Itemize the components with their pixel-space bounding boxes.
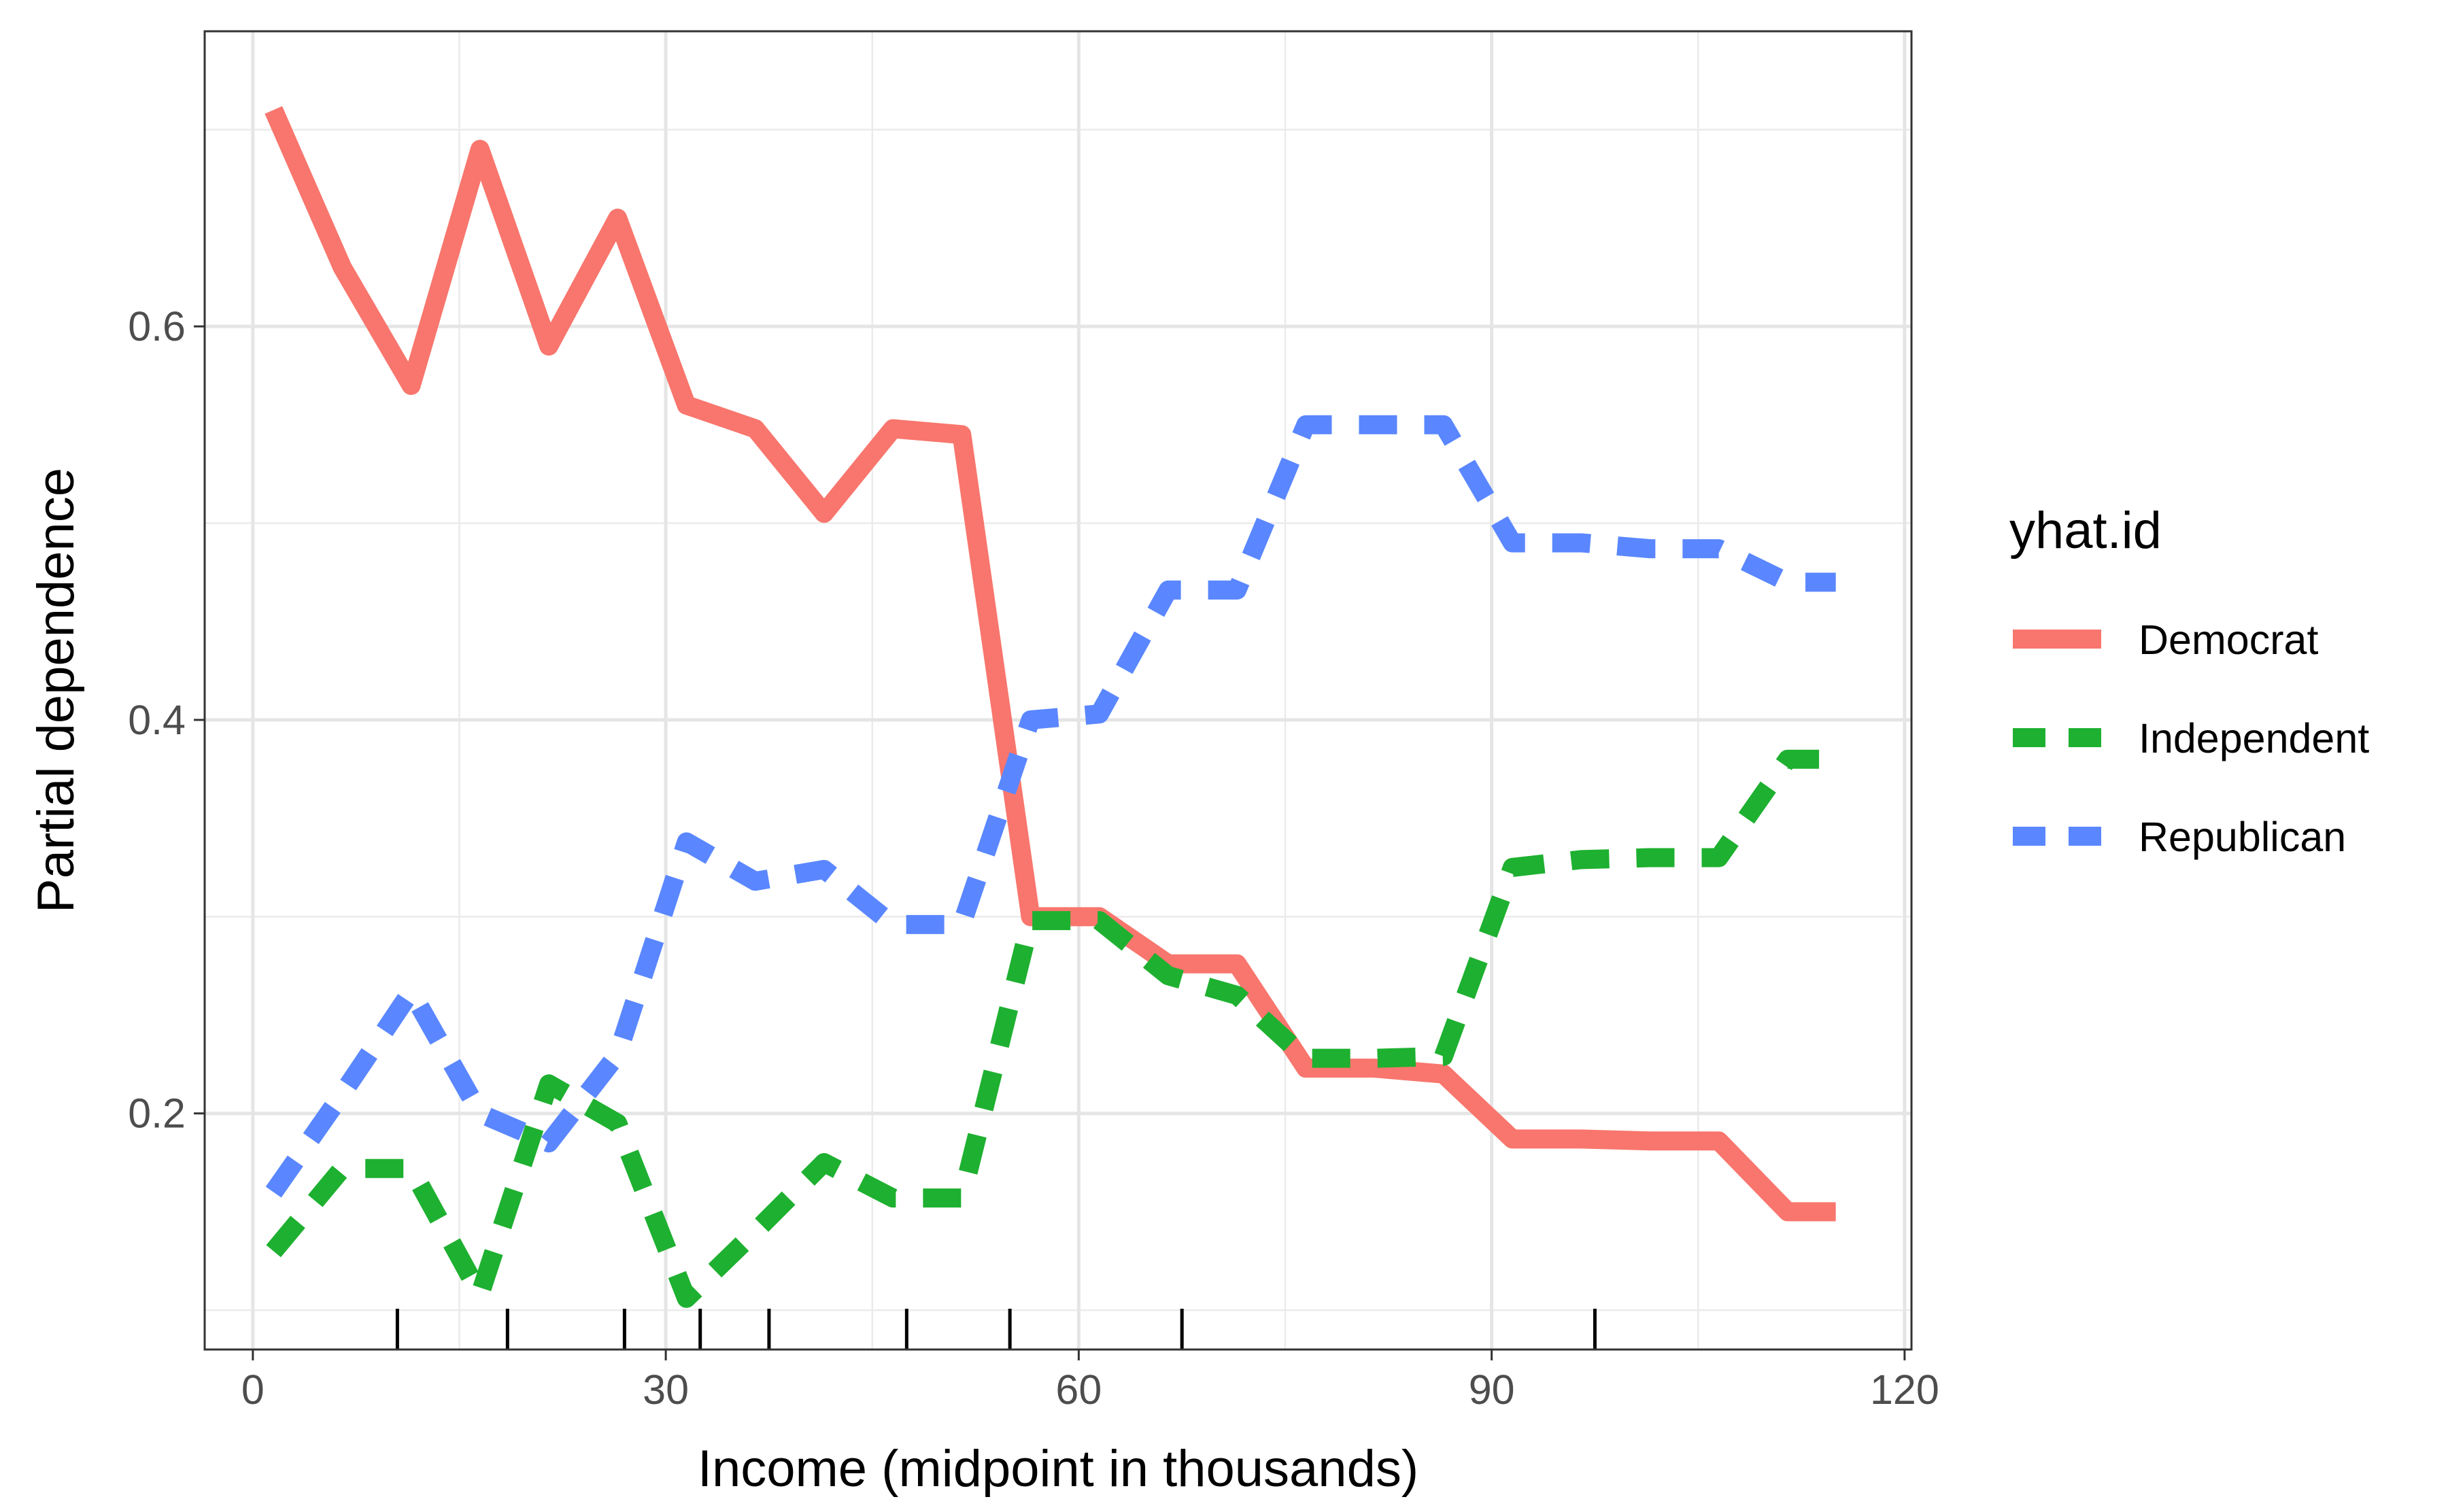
- legend-label-republican: Republican: [2139, 814, 2346, 860]
- x-tick-label: 0: [241, 1367, 265, 1413]
- legend: yhat.id Democrat Independent Republican: [2009, 502, 2369, 860]
- x-axis-title: Income (midpoint in thousands): [698, 1440, 1418, 1498]
- legend-title: yhat.id: [2009, 502, 2162, 560]
- x-tick-label: 90: [1469, 1367, 1515, 1413]
- legend-items: Democrat Independent Republican: [2013, 617, 2369, 860]
- legend-label-democrat: Democrat: [2139, 617, 2318, 663]
- series-lines: [265, 106, 1836, 1308]
- series-line-independent: [266, 749, 1836, 1308]
- x-tick-label: 120: [1870, 1367, 1939, 1413]
- y-tick-label: 0.6: [128, 303, 186, 349]
- y-axis-title: Partial dependence: [27, 468, 85, 913]
- x-axis: 0 30 60 90 120: [241, 1350, 1939, 1413]
- rug-marks: [395, 1309, 1597, 1350]
- x-tick-label: 60: [1055, 1367, 1102, 1413]
- panel-border: [203, 30, 1913, 1351]
- y-axis: 0.2 0.4 0.6: [128, 303, 205, 1137]
- y-tick-label: 0.4: [128, 697, 186, 743]
- x-tick-label: 30: [643, 1367, 689, 1413]
- legend-label-independent: Independent: [2139, 715, 2369, 761]
- y-tick-label: 0.2: [128, 1090, 186, 1137]
